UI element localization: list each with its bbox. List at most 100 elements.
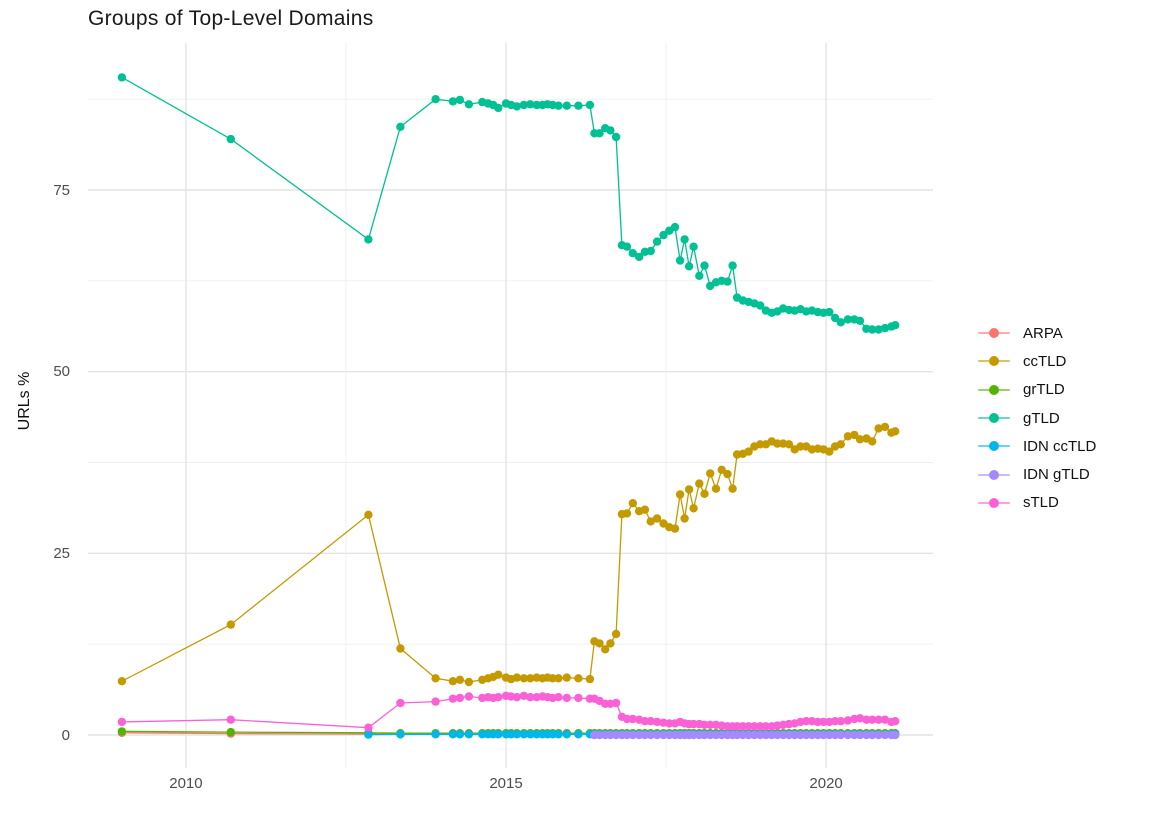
data-point (554, 674, 563, 683)
data-point (622, 509, 632, 518)
data-point (574, 693, 583, 703)
data-point (862, 715, 871, 724)
data-point (611, 132, 621, 142)
data-point (732, 722, 742, 731)
data-point (728, 484, 737, 493)
data-point (891, 717, 900, 726)
data-point (494, 730, 503, 739)
data-point (396, 698, 405, 708)
data-point (574, 101, 583, 110)
data-point (825, 307, 834, 317)
x-tick-label: 2010 (169, 775, 203, 792)
data-point (717, 730, 726, 740)
data-point (622, 730, 632, 740)
data-point (779, 730, 788, 740)
data-point (448, 694, 458, 703)
data-point (790, 730, 799, 740)
data-point (825, 730, 834, 740)
data-point (448, 677, 458, 686)
legend-item-label: sTLD (1023, 494, 1059, 512)
data-point (706, 730, 715, 740)
data-point (732, 730, 742, 740)
data-point (761, 722, 771, 731)
data-point (464, 692, 474, 701)
legend-key-icon (978, 493, 1010, 513)
data-point (836, 440, 845, 449)
data-point (611, 698, 621, 708)
data-point (562, 101, 571, 110)
data-point (717, 465, 726, 474)
data-point (652, 717, 662, 727)
data-point (646, 517, 655, 526)
legend-item-label: grTLD (1023, 381, 1065, 399)
data-point (711, 484, 721, 493)
data-point (843, 315, 853, 324)
data-point (855, 435, 865, 444)
data-point (628, 249, 637, 258)
legend-key-dot (989, 384, 999, 395)
legend-item-label: ARPA (1023, 324, 1063, 342)
data-point (868, 437, 877, 446)
data-point (448, 97, 458, 106)
data-point (526, 100, 535, 109)
data-point (635, 252, 644, 262)
y-tick-label: 75 (53, 181, 70, 199)
data-point (494, 103, 503, 113)
data-point (874, 715, 883, 724)
data-point (526, 693, 535, 702)
legend-key-icon (978, 380, 1010, 400)
legend-key-dot (989, 497, 999, 508)
data-point (695, 271, 704, 280)
data-point (506, 730, 516, 739)
legend-key-dot (989, 469, 999, 480)
legend-key-dot (989, 356, 999, 367)
data-point (478, 730, 487, 739)
legend-item-label: IDN ccTLD (1023, 437, 1097, 455)
data-point (784, 440, 794, 449)
legend-key-dot (989, 328, 999, 339)
data-point (396, 730, 405, 739)
data-point (455, 95, 465, 105)
data-point (850, 430, 859, 440)
data-point (364, 235, 373, 244)
series-gtld (117, 73, 900, 334)
data-point (843, 716, 853, 725)
data-point (891, 427, 900, 436)
data-point (364, 730, 373, 739)
data-point (652, 514, 662, 523)
data-point (684, 485, 694, 494)
data-point (601, 645, 610, 654)
x-tick-label: 2020 (809, 775, 843, 792)
data-point (512, 730, 522, 739)
data-point (519, 691, 529, 700)
data-point (640, 505, 650, 514)
legend-item-stld: sTLD (978, 489, 1096, 517)
data-point (628, 499, 637, 508)
data-point (226, 715, 235, 724)
x-tick-label: 2015 (489, 775, 523, 792)
data-point (706, 469, 715, 478)
data-point (526, 730, 535, 739)
chart-title: Groups of Top-Level Domains (88, 7, 374, 30)
data-point (891, 321, 900, 330)
data-point (464, 100, 474, 109)
data-point (843, 432, 853, 441)
data-point (700, 261, 709, 270)
data-point (675, 256, 685, 265)
data-point (807, 730, 817, 740)
legend-key-icon (978, 465, 1010, 485)
data-point (595, 129, 604, 138)
data-point (431, 697, 440, 706)
data-point (825, 447, 834, 456)
y-tick-label: 0 (61, 726, 70, 744)
data-point (874, 424, 883, 433)
data-point (611, 629, 621, 639)
data-point (364, 510, 373, 519)
data-point (855, 316, 865, 325)
legend-item-idn-gtld: IDN gTLD (978, 460, 1096, 488)
data-point (862, 730, 871, 740)
data-point (562, 673, 571, 682)
data-point (670, 524, 680, 533)
data-point (512, 673, 522, 682)
